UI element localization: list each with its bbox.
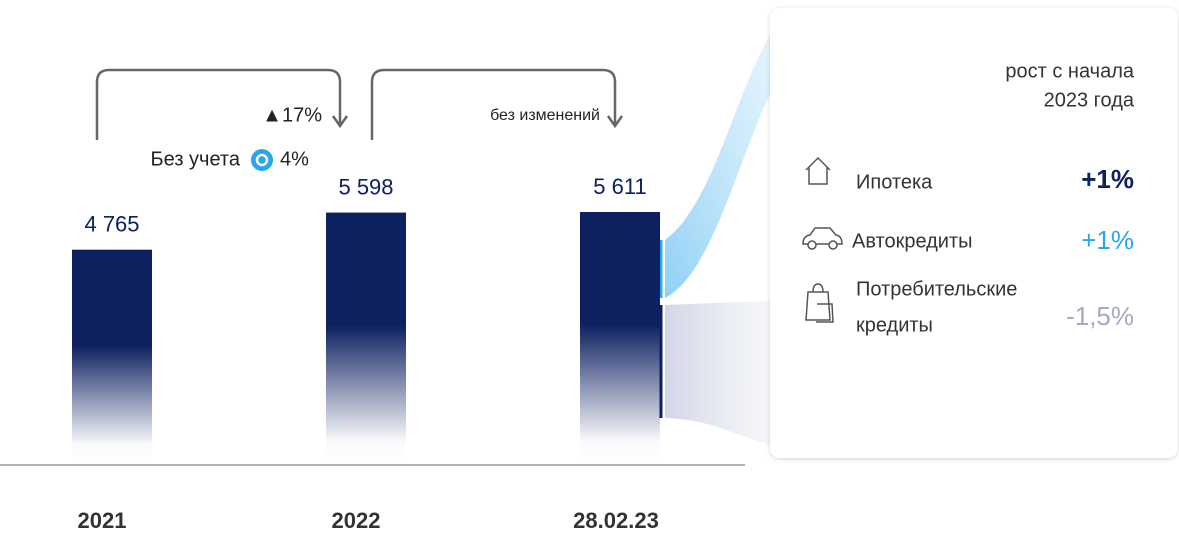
value-label: 4 765 <box>84 212 139 237</box>
panel-value: +1% <box>1081 225 1134 255</box>
arrow <box>95 68 349 140</box>
annotation: 4% <box>280 148 309 170</box>
icon-bag <box>805 283 834 323</box>
icon <box>255 153 269 167</box>
panel-title: 2023 года <box>1044 89 1135 111</box>
panel-item: кредиты <box>856 314 933 336</box>
annotation: Без учета <box>151 148 241 170</box>
panel-value: +1% <box>1081 164 1134 194</box>
annotation: без изменений <box>490 107 600 124</box>
funnel-upper <box>665 8 790 298</box>
icon-car <box>807 240 817 250</box>
x-tick-label: 2022 <box>332 508 381 533</box>
value-label: 5 611 <box>593 174 646 199</box>
arrow <box>370 68 624 140</box>
icon <box>251 149 273 171</box>
bar <box>580 212 660 462</box>
panel-item: Автокредиты <box>852 230 973 252</box>
panel-item: Ипотека <box>856 171 933 193</box>
icon-house <box>805 156 831 185</box>
icon-car <box>802 227 843 245</box>
value-label: 5 598 <box>338 174 393 199</box>
panel-value: -1,5% <box>1066 301 1134 331</box>
panel-item: Потребительские <box>856 278 1017 300</box>
funnel-lower <box>665 300 790 450</box>
x-tick-label: 2021 <box>78 508 127 533</box>
bar <box>326 212 406 462</box>
bar <box>72 249 152 462</box>
panel <box>770 8 1178 458</box>
x-tick-label: 28.02.23 <box>573 508 659 533</box>
annotation: ▲17% <box>262 104 322 126</box>
icon-car <box>828 240 838 250</box>
panel-title: рост с начала <box>1005 60 1134 82</box>
